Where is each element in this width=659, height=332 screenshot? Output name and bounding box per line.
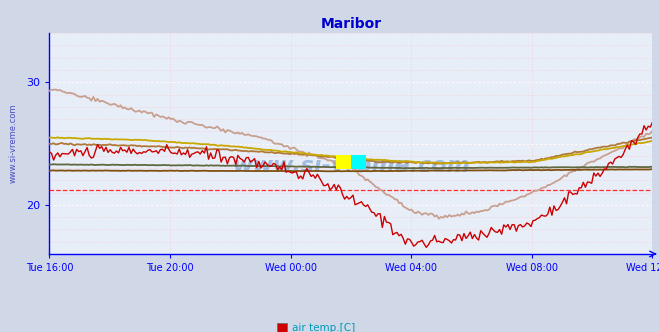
Title: Maribor: Maribor: [320, 17, 382, 31]
Text: www.si-vreme.com: www.si-vreme.com: [9, 104, 18, 183]
Text: www.si-vreme.com: www.si-vreme.com: [232, 156, 470, 176]
Legend: air temp.[C], soil temp. 5cm / 2in[C], soil temp. 10cm / 4in[C], soil temp. 20cm: air temp.[C], soil temp. 5cm / 2in[C], s…: [273, 319, 429, 332]
FancyBboxPatch shape: [336, 155, 351, 169]
FancyBboxPatch shape: [351, 155, 366, 169]
